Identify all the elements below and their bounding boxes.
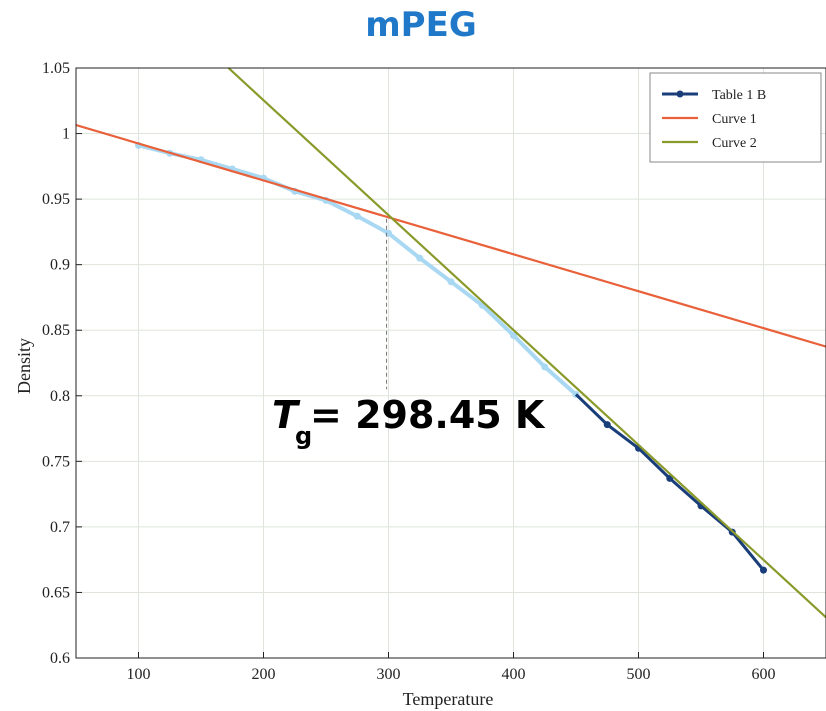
y-tick-label: 0.75 <box>42 453 70 470</box>
ticks: 100 200 300 400 500 600 0.6 0.65 0.7 0.75 0.8 0.85 0… <box>42 60 776 683</box>
tg-annotation: Tg= 298.45 K <box>272 218 546 450</box>
legend-table-1b-marker <box>676 90 684 98</box>
legend-curve-1-label: Curve 1 <box>712 112 757 127</box>
y-tick-label: 0.85 <box>42 322 70 339</box>
y-tick-label: 0.9 <box>50 257 70 274</box>
curve-1-line <box>76 123 826 348</box>
chart-title: mPEG <box>365 5 476 45</box>
tg-subscript: g <box>295 422 312 450</box>
y-tick-label: 1.05 <box>42 60 70 77</box>
y-tick-label: 0.95 <box>42 191 70 208</box>
legend-table-1b-label: Table 1 B <box>712 88 766 103</box>
series-table-1b-faded-point <box>385 229 392 237</box>
series-table-1b-faded-point <box>510 331 517 339</box>
series-layer <box>76 68 826 619</box>
legend-curve-2-label: Curve 2 <box>712 136 757 151</box>
series-table-1b-faded-point <box>353 212 361 220</box>
y-tick-label: 0.65 <box>42 584 70 601</box>
series-table-1b-line <box>574 393 765 572</box>
y-tick-label: 0.8 <box>50 388 70 405</box>
legend: Table 1 B Curve 1 Curve 2 <box>649 72 822 163</box>
x-tick-label: 500 <box>627 666 651 683</box>
x-tick-label: 300 <box>377 666 401 683</box>
y-tick-label: 0.6 <box>50 650 70 667</box>
y-axis-label: Density <box>14 338 34 394</box>
curve-2-line <box>227 68 826 619</box>
x-axis-label: Temperature <box>403 689 494 709</box>
series-table-1b-point <box>760 566 767 574</box>
x-tick-label: 100 <box>127 666 151 683</box>
series-table-1b-faded-point <box>541 363 549 371</box>
grid <box>76 67 826 659</box>
series-table-1b-faded-line <box>138 143 578 396</box>
y-tick-label: 1 <box>62 126 70 143</box>
tg-value: = 298.45 K <box>310 393 546 437</box>
series-table-1b-faded-point <box>416 254 424 262</box>
series-table-1b-point <box>603 421 611 429</box>
series-table-1b-faded-point <box>447 278 455 286</box>
x-tick-label: 400 <box>502 666 526 683</box>
tg-symbol: T <box>272 393 301 437</box>
x-tick-label: 600 <box>752 666 776 683</box>
x-tick-label: 200 <box>252 666 276 683</box>
y-tick-label: 0.7 <box>50 519 70 536</box>
plot-frame <box>75 67 826 659</box>
